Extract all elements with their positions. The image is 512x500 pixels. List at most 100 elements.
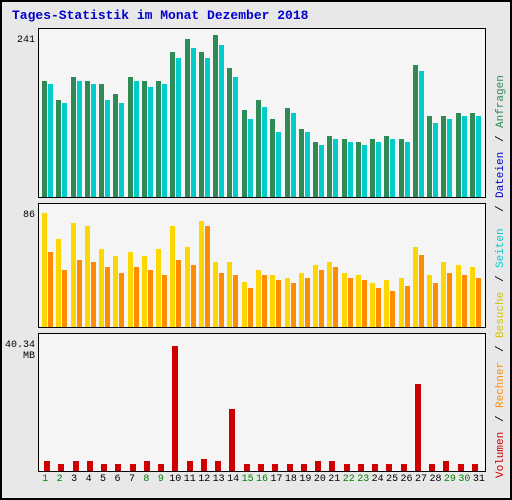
day-col: [84, 204, 98, 327]
bar: [176, 260, 181, 327]
bar: [419, 71, 424, 197]
x-label: 29: [443, 474, 457, 485]
x-label: 18: [284, 474, 298, 485]
day-col: [127, 204, 141, 327]
x-label: 7: [125, 474, 139, 485]
bar: [342, 139, 347, 197]
x-label: 31: [472, 474, 486, 485]
bar: [199, 221, 204, 327]
day-col: [184, 204, 198, 327]
bar: [99, 249, 104, 327]
bar: [215, 461, 221, 471]
bar: [399, 139, 404, 197]
bar: [119, 103, 124, 197]
bar: [128, 252, 133, 327]
bar: [256, 270, 261, 327]
x-label: 22: [342, 474, 356, 485]
x-label: 17: [269, 474, 283, 485]
legend-label: Rechner: [495, 352, 507, 408]
bar: [162, 84, 167, 197]
day-col: [269, 204, 283, 327]
bar: [287, 464, 293, 471]
x-label: 3: [67, 474, 81, 485]
bar: [348, 278, 353, 327]
day-col: [341, 204, 355, 327]
bar: [370, 283, 375, 327]
bar: [77, 260, 82, 327]
day-col: [341, 29, 355, 197]
day-col: [440, 204, 454, 327]
bar: [386, 464, 392, 471]
bar: [299, 273, 304, 327]
bar: [158, 464, 164, 471]
day-col: [155, 29, 169, 197]
bar: [384, 136, 389, 197]
day-col: [70, 334, 84, 471]
ytick-top: 241: [5, 35, 35, 46]
bar: [172, 346, 178, 471]
day-col: [226, 204, 240, 327]
bar: [148, 270, 153, 327]
bar: [56, 100, 61, 197]
bar: [62, 103, 67, 197]
bar: [285, 108, 290, 197]
day-col: [169, 334, 183, 471]
bar: [91, 262, 96, 327]
x-label: 13: [211, 474, 225, 485]
day-col: [141, 204, 155, 327]
x-label: 6: [110, 474, 124, 485]
bar: [144, 461, 150, 471]
bar: [415, 384, 421, 471]
bar: [433, 283, 438, 327]
legend-sep: /: [495, 128, 507, 142]
day-col: [70, 204, 84, 327]
bar: [313, 265, 318, 327]
bar: [427, 275, 432, 327]
x-label: 21: [327, 474, 341, 485]
day-col: [326, 204, 340, 327]
bar: [130, 464, 136, 471]
x-label: 19: [298, 474, 312, 485]
day-col: [398, 204, 412, 327]
bar: [301, 464, 307, 471]
x-label: 27: [414, 474, 428, 485]
day-col: [112, 29, 126, 197]
panel-top: 241: [38, 28, 486, 198]
day-col: [212, 204, 226, 327]
bar: [205, 58, 210, 197]
day-col: [326, 29, 340, 197]
day-col: [112, 204, 126, 327]
day-col: [426, 334, 440, 471]
bar: [305, 278, 310, 327]
day-col: [326, 334, 340, 471]
day-col: [84, 334, 98, 471]
day-col: [41, 29, 55, 197]
day-col: [383, 29, 397, 197]
day-col: [184, 29, 198, 197]
bar: [205, 226, 210, 327]
x-label: 14: [226, 474, 240, 485]
day-col: [41, 204, 55, 327]
bar: [42, 81, 47, 197]
day-col: [269, 334, 283, 471]
chart-title: Tages-Statistik im Monat Dezember 2018: [12, 8, 308, 23]
day-col: [469, 29, 483, 197]
x-label: 4: [81, 474, 95, 485]
bar: [142, 256, 147, 327]
bar: [242, 282, 247, 327]
day-col: [84, 29, 98, 197]
legend-label: Anfragen: [495, 72, 507, 128]
bar: [242, 110, 247, 197]
bar: [87, 461, 93, 471]
day-col: [298, 204, 312, 327]
day-col: [55, 204, 69, 327]
bar: [71, 223, 76, 327]
bar: [272, 464, 278, 471]
bar: [185, 39, 190, 197]
bar: [105, 100, 110, 197]
bar: [305, 132, 310, 197]
bar: [262, 275, 267, 327]
bar: [270, 119, 275, 197]
day-col: [412, 204, 426, 327]
bar: [399, 278, 404, 327]
